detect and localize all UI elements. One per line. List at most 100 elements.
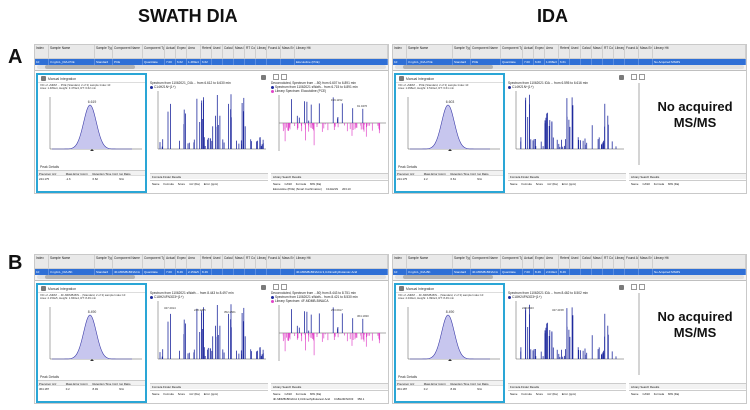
column-header[interactable]: Library Hit [653, 45, 746, 58]
settings-icon[interactable] [619, 284, 624, 290]
column-header[interactable]: Mass Error [234, 45, 245, 58]
column-header[interactable]: Component Type [501, 45, 523, 58]
column-header[interactable]: Retention Time [559, 45, 570, 58]
column-header[interactable]: Component Name [113, 45, 143, 58]
column-header[interactable]: Library Hit [653, 255, 746, 268]
column-header[interactable]: Index [393, 255, 407, 268]
options-select[interactable] [281, 284, 287, 290]
column-header[interactable]: Found At Mass [267, 255, 281, 268]
column-header[interactable]: Component Type [143, 255, 165, 268]
column-header[interactable]: Found At Mass [625, 45, 639, 58]
horizontal-scrollbar[interactable] [395, 65, 744, 69]
manual-integration-toggle[interactable]: Manual Integration [406, 286, 435, 291]
column-header[interactable]: Component Name [471, 45, 501, 58]
column-header[interactable]: Component Type [143, 45, 165, 58]
options-select[interactable] [639, 284, 645, 290]
scrollbar-thumb[interactable] [45, 65, 135, 69]
formula-finder-header[interactable]: Formula Finder Results [508, 173, 626, 179]
column-header[interactable]: Actual Conc. [165, 45, 176, 58]
column-header[interactable]: Index [35, 45, 49, 58]
column-header[interactable]: Actual Conc. [523, 45, 534, 58]
peak-details-label[interactable]: Peak Details [40, 165, 60, 169]
column-header[interactable]: Area [545, 45, 559, 58]
column-header[interactable]: Library Score [256, 255, 267, 268]
settings-icon[interactable] [261, 74, 266, 80]
column-header[interactable]: Component Type [501, 255, 523, 268]
column-header[interactable]: Mass Error (ppm) [639, 255, 653, 268]
column-header[interactable]: Mass Error [592, 45, 603, 58]
column-header[interactable]: Mass Error [592, 255, 603, 268]
peak-details-row[interactable]: 244.175 -1.6 6.62 N/A [38, 176, 145, 182]
column-header[interactable]: Library Hit [295, 45, 388, 58]
manual-integration-toggle[interactable]: Manual Integration [406, 76, 435, 81]
zoom-icon[interactable] [399, 76, 404, 81]
column-header[interactable]: Retention Time [201, 255, 212, 268]
peak-details-label[interactable]: Peak Details [398, 165, 418, 169]
column-header[interactable]: Sample Type [453, 255, 471, 268]
column-header[interactable]: Library Hit [295, 255, 388, 268]
scrollbar-thumb[interactable] [45, 275, 135, 279]
column-header[interactable]: Sample Type [95, 45, 113, 58]
column-header[interactable]: Expected RT [176, 255, 187, 268]
column-header[interactable]: Area [545, 255, 559, 268]
column-header[interactable]: Retention Time [559, 255, 570, 268]
table-row[interactable]: 10 3 ng/mL_IDA-PCE Standard PCE Quantitate 7.… [393, 59, 746, 65]
table-row[interactable]: 10 3 ng/mL_IDA-BK Standard 4F-MDMB-BINACA Qu… [393, 269, 746, 275]
library-search-header[interactable]: Library Search Results [271, 173, 388, 179]
column-header[interactable]: RT Confidence [603, 255, 614, 268]
column-header[interactable]: Sample Name [49, 255, 95, 268]
column-header[interactable]: Found At Mass [625, 255, 639, 268]
column-header[interactable]: RT Confidence [245, 45, 256, 58]
library-hit-row[interactable]: Elocutoline (PCE) (Smart Confirmation) C1… [271, 186, 388, 192]
library-search-header[interactable]: Library Search Results [629, 173, 746, 179]
options-select[interactable] [281, 74, 287, 80]
library-search-header[interactable]: Library Search Results [629, 383, 746, 389]
table-row[interactable]: 10 3 ng/mL_DIA-BK Standard 4F-MDMB-BINACA Qu… [35, 269, 388, 275]
column-header[interactable]: Expected RT [534, 255, 545, 268]
formula-finder-header[interactable]: Formula Finder Results [508, 383, 626, 389]
column-header[interactable]: Library Score [614, 45, 625, 58]
horizontal-scrollbar[interactable] [395, 275, 744, 279]
column-header[interactable]: Actual Conc. [165, 255, 176, 268]
column-header[interactable]: Component Name [471, 255, 501, 268]
formula-finder-header[interactable]: Formula Finder Results [150, 173, 268, 179]
column-header[interactable]: Mass Error [234, 255, 245, 268]
scrollbar-thumb[interactable] [403, 65, 493, 69]
column-header[interactable]: Library Score [256, 45, 267, 58]
settings-icon[interactable] [261, 284, 266, 290]
column-header[interactable]: Area [187, 255, 201, 268]
horizontal-scrollbar[interactable] [37, 275, 386, 279]
column-header[interactable]: Used [570, 45, 581, 58]
column-header[interactable]: Calculated Conc. [581, 255, 592, 268]
view-select[interactable] [273, 74, 279, 80]
settings-icon[interactable] [619, 74, 624, 80]
column-header[interactable]: Mass Error (ppm) [281, 45, 295, 58]
library-hit-row[interactable]: 4F-MDMB-BINACA 3,3-Dimethylbutanoic Acid… [271, 396, 388, 402]
peak-details-row[interactable]: 364.187 0.2 8.49 N/A [396, 386, 503, 392]
column-header[interactable]: RT Confidence [603, 45, 614, 58]
column-header[interactable]: RT Confidence [245, 255, 256, 268]
options-select[interactable] [639, 74, 645, 80]
column-header[interactable]: Expected RT [176, 45, 187, 58]
column-header[interactable]: Used [212, 255, 223, 268]
column-header[interactable]: Sample Name [407, 255, 453, 268]
manual-integration-toggle[interactable]: Manual Integration [48, 286, 77, 291]
library-search-header[interactable]: Library Search Results [271, 383, 388, 389]
column-header[interactable]: Library Score [614, 255, 625, 268]
column-header[interactable]: Retention Time [201, 45, 212, 58]
column-header[interactable]: Area [187, 45, 201, 58]
column-header[interactable]: Used [570, 255, 581, 268]
view-select[interactable] [631, 74, 637, 80]
column-header[interactable]: Component Name [113, 255, 143, 268]
column-header[interactable]: Index [35, 255, 49, 268]
view-select[interactable] [273, 284, 279, 290]
peak-details-label[interactable]: Peak Details [40, 375, 60, 379]
column-header[interactable]: Mass Error (ppm) [281, 255, 295, 268]
column-header[interactable]: Calculated Conc. [223, 45, 234, 58]
zoom-icon[interactable] [399, 286, 404, 291]
column-header[interactable]: Sample Type [95, 255, 113, 268]
formula-finder-header[interactable]: Formula Finder Results [150, 383, 268, 389]
table-row[interactable]: 10 3 ng/mL_DIA-PCE Standard PCE Quantitate 7.… [35, 59, 388, 65]
zoom-icon[interactable] [41, 286, 46, 291]
column-header[interactable]: Expected RT [534, 45, 545, 58]
